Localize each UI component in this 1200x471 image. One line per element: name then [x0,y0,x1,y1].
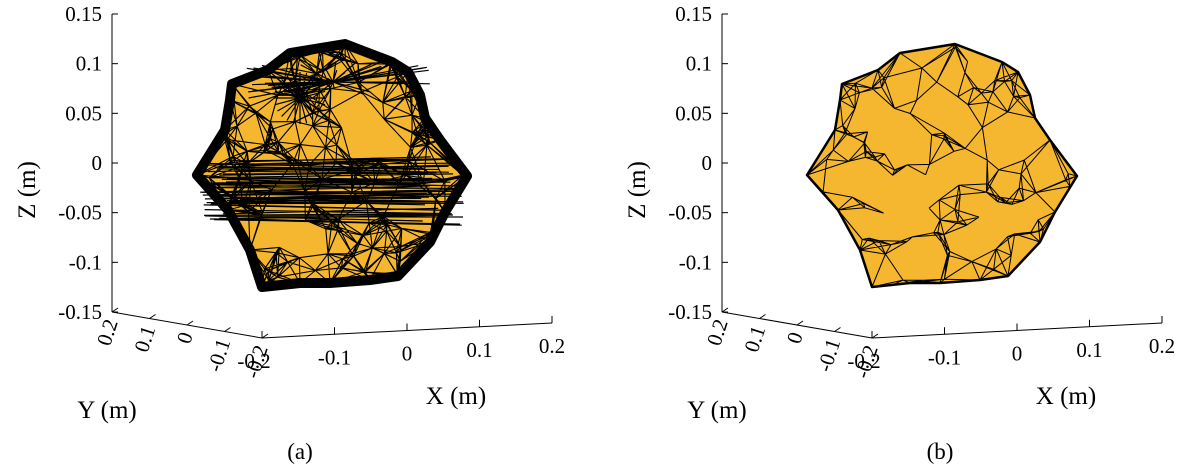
mesh-silhouette [192,39,472,292]
mesh-surface [192,39,472,292]
y-tick-label: 0.1 [129,323,160,355]
mesh-fill [807,44,1077,287]
y-tick-label: -0.1 [812,336,845,375]
y-tick-mark [796,320,804,326]
y-tick-mark [261,333,269,339]
x-axis-label: X (m) [426,383,486,410]
z-tick-label: 0.15 [65,2,102,26]
y-tick-label: -0.2 [850,342,883,381]
z-tick-label: 0.1 [76,52,102,76]
y-ticks: -0.2-0.100.10.2 [702,307,883,381]
y-tick-label: 0.1 [739,323,770,355]
x-axis-label: X (m) [1036,383,1096,410]
mesh-dense-edges [200,60,464,226]
x-tick-label: 0.1 [1076,338,1102,362]
x-tick-label: -0.2 [237,349,270,373]
panel-caption: (b) [927,439,954,464]
x-ticks: -0.2 -0.1 0 0.1 0.2 [237,316,565,373]
x-tick-label: 0 [1012,342,1023,366]
z-tick-label: 0.05 [65,101,102,125]
z-tick-label: -0.1 [69,250,102,274]
z-tick-label: 0 [92,151,103,175]
z-tick-label: 0.1 [686,52,712,76]
y-tick-mark [186,320,194,326]
y-tick-mark [834,327,841,332]
z-tick-label: -0.1 [679,250,712,274]
x-tick-label: 0.1 [466,338,492,362]
x-tick-label: 0 [402,342,413,366]
y-ticks: -0.2-0.100.10.2 [92,307,273,381]
panel-caption: (a) [287,439,313,464]
z-tick-label: 0.15 [675,2,712,26]
y-tick-label: -0.2 [240,342,273,381]
z-axis-label: Z (m) [14,161,41,219]
y-tick-mark [721,307,729,313]
x-tick-label: 0.2 [1149,334,1175,358]
mesh-silhouette [805,42,1079,289]
mesh-surface [805,42,1079,289]
x-tick-label: 0.2 [539,334,565,358]
y-tick-mark [871,333,879,339]
x-tick-label: -0.2 [847,349,880,373]
z-tick-label: 0 [702,151,713,175]
y-tick-mark [111,307,119,313]
y-tick-label: 0 [782,329,808,346]
x-tick-label: -0.1 [318,345,351,369]
x-tick-label: -0.1 [928,345,961,369]
y-tick-mark [759,314,766,319]
z-tick-label: -0.05 [58,201,102,225]
y-axis-label: Y (m) [77,397,136,424]
y-tick-label: -0.1 [202,336,235,375]
z-tick-label: -0.15 [58,300,102,324]
x-ticks: -0.2 -0.1 0 0.1 0.2 [847,316,1175,373]
y-axis-label: Y (m) [687,397,746,424]
mesh-fill [197,44,467,287]
z-tick-label: -0.05 [668,201,712,225]
z-ticks: -0.15 -0.1 -0.05 0 0.05 0.1 0.15 [58,2,118,324]
mesh-edges [806,43,1078,288]
y-tick-mark [224,327,231,332]
z-tick-label: -0.15 [668,300,712,324]
z-tick-label: 0.05 [675,101,712,125]
z-ticks: -0.15 -0.1 -0.05 0 0.05 0.1 0.15 [668,2,728,324]
y-tick-label: 0 [172,329,198,346]
z-axis-label: Z (m) [624,161,651,219]
y-tick-mark [149,314,156,319]
